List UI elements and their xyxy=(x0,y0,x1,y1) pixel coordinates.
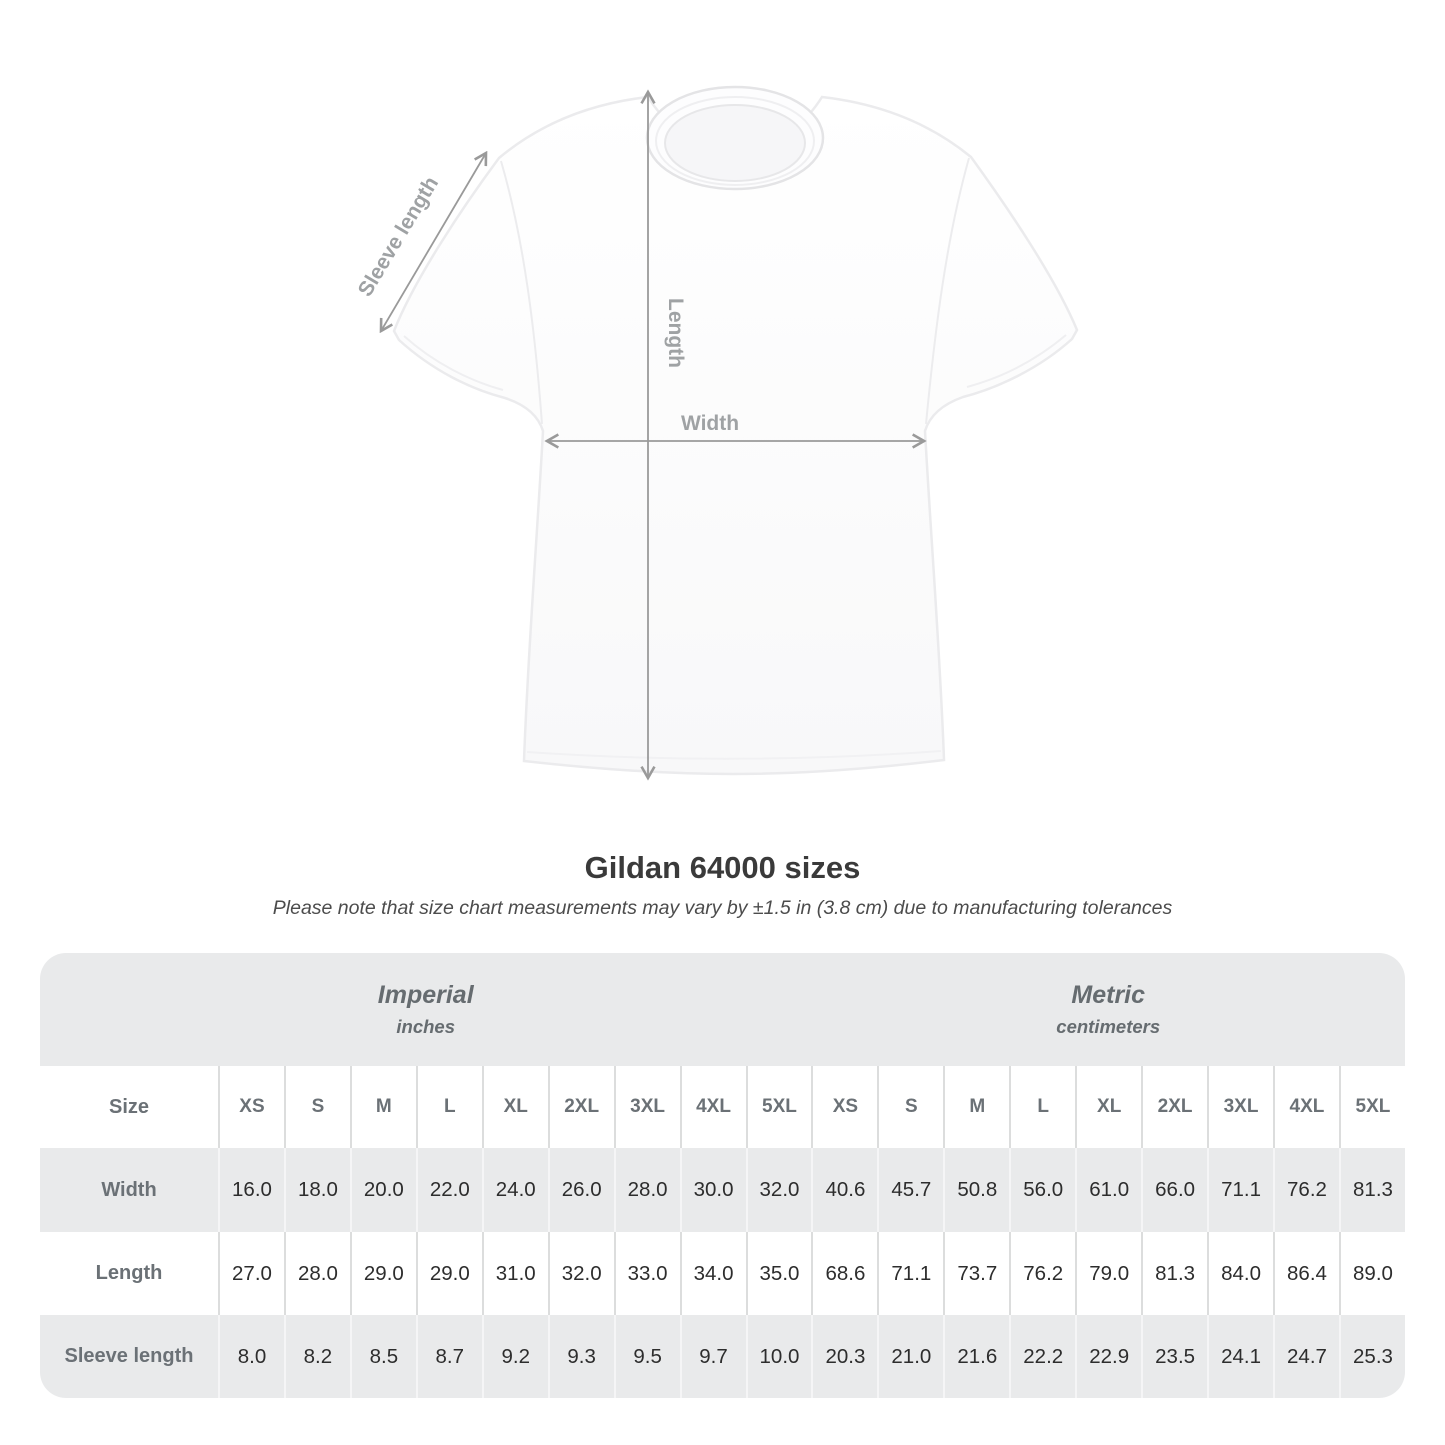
imperial-band: Imperial inches xyxy=(40,953,812,1066)
table-cell: 9.5 xyxy=(613,1315,680,1398)
table-cell: 27.0 xyxy=(218,1232,284,1315)
table-row-sleeve-length: Sleeve length 8.0 8.2 8.5 8.7 9.2 9.3 9.… xyxy=(40,1315,1405,1398)
table-cell: 18.0 xyxy=(283,1148,350,1232)
table-cell: 22.9 xyxy=(1075,1315,1142,1398)
table-cell: 10.0 xyxy=(745,1315,812,1398)
table-cell: 29.0 xyxy=(349,1232,416,1315)
table-cell: 24.0 xyxy=(481,1148,548,1232)
table-cell: 20.0 xyxy=(349,1148,416,1232)
table-cell: 28.0 xyxy=(613,1148,680,1232)
size-col-metric-m: M xyxy=(943,1066,1010,1148)
size-col-metric-xl: XL xyxy=(1075,1066,1142,1148)
metric-unit: centimeters xyxy=(1056,1016,1161,1037)
size-col-metric-5xl: 5XL xyxy=(1338,1066,1405,1148)
size-col-imperial-xs: XS xyxy=(218,1066,284,1148)
size-col-imperial-m: M xyxy=(349,1066,416,1148)
table-cell: 84.0 xyxy=(1207,1232,1273,1315)
size-header-row: Size XS S M L XL 2XL 3XL 4XL 5XL XS S M … xyxy=(40,1066,1405,1148)
table-cell: 9.2 xyxy=(481,1315,548,1398)
size-col-metric-s: S xyxy=(877,1066,944,1148)
tolerance-note: Please note that size chart measurements… xyxy=(272,897,1173,919)
metric-band: Metric centimeters xyxy=(811,953,1405,1066)
table-cell: 24.1 xyxy=(1207,1315,1273,1398)
table-cell: 35.0 xyxy=(745,1232,812,1315)
table-cell: 34.0 xyxy=(679,1232,746,1315)
row-label-width: Width xyxy=(40,1148,218,1232)
size-column-header: Size xyxy=(40,1066,218,1148)
table-cell: 9.3 xyxy=(547,1315,614,1398)
table-cell: 73.7 xyxy=(943,1232,1010,1315)
table-cell: 16.0 xyxy=(218,1148,284,1232)
table-cell: 22.2 xyxy=(1009,1315,1076,1398)
table-cell: 32.0 xyxy=(745,1148,812,1232)
table-cell: 50.8 xyxy=(943,1148,1010,1232)
size-col-metric-3xl: 3XL xyxy=(1207,1066,1273,1148)
table-cell: 31.0 xyxy=(481,1232,548,1315)
size-table-container: Imperial inches Metric centimeters Size … xyxy=(40,953,1405,1398)
table-cell: 21.6 xyxy=(943,1315,1010,1398)
table-cell: 24.7 xyxy=(1273,1315,1339,1398)
width-label: Width xyxy=(681,412,739,435)
table-cell: 89.0 xyxy=(1338,1232,1405,1315)
table-cell: 66.0 xyxy=(1141,1148,1208,1232)
table-cell: 26.0 xyxy=(547,1148,614,1232)
imperial-title: Imperial xyxy=(377,981,474,1009)
imperial-unit: inches xyxy=(396,1016,456,1037)
row-label-length: Length xyxy=(40,1232,218,1315)
table-cell: 71.1 xyxy=(1207,1148,1273,1232)
table-cell: 9.7 xyxy=(679,1315,746,1398)
table-cell: 61.0 xyxy=(1075,1148,1142,1232)
size-col-metric-xs: XS xyxy=(811,1066,878,1148)
row-label-sleeve-length: Sleeve length xyxy=(40,1315,218,1398)
size-col-imperial-4xl: 4XL xyxy=(679,1066,746,1148)
size-col-imperial-l: L xyxy=(415,1066,482,1148)
size-col-imperial-2xl: 2XL xyxy=(547,1066,614,1148)
size-col-imperial-3xl: 3XL xyxy=(613,1066,680,1148)
table-cell: 76.2 xyxy=(1009,1232,1076,1315)
length-label: Length xyxy=(664,298,687,368)
table-row-length: Length 27.0 28.0 29.0 29.0 31.0 32.0 33.… xyxy=(40,1232,1405,1315)
table-cell: 33.0 xyxy=(613,1232,680,1315)
table-cell: 32.0 xyxy=(547,1232,614,1315)
table-cell: 8.2 xyxy=(283,1315,350,1398)
table-cell: 28.0 xyxy=(283,1232,350,1315)
table-cell: 79.0 xyxy=(1075,1232,1142,1315)
table-cell: 71.1 xyxy=(877,1232,944,1315)
size-col-metric-4xl: 4XL xyxy=(1273,1066,1339,1148)
table-cell: 23.5 xyxy=(1141,1315,1208,1398)
table-cell: 56.0 xyxy=(1009,1148,1076,1232)
table-cell: 30.0 xyxy=(679,1148,746,1232)
table-cell: 81.3 xyxy=(1338,1148,1405,1232)
unit-band-row: Imperial inches Metric centimeters xyxy=(40,953,1405,1066)
table-cell: 29.0 xyxy=(415,1232,482,1315)
size-col-metric-2xl: 2XL xyxy=(1141,1066,1208,1148)
table-cell: 22.0 xyxy=(415,1148,482,1232)
sleeve-length-arrow xyxy=(381,153,486,331)
table-cell: 20.3 xyxy=(811,1315,878,1398)
size-col-imperial-5xl: 5XL xyxy=(745,1066,812,1148)
measurement-arrows xyxy=(381,92,924,778)
table-cell: 40.6 xyxy=(811,1148,878,1232)
table-cell: 8.0 xyxy=(218,1315,284,1398)
table-cell: 21.0 xyxy=(877,1315,944,1398)
metric-title: Metric xyxy=(1071,981,1146,1009)
table-cell: 25.3 xyxy=(1338,1315,1405,1398)
size-col-imperial-s: S xyxy=(283,1066,350,1148)
table-cell: 45.7 xyxy=(877,1148,944,1232)
size-col-imperial-xl: XL xyxy=(481,1066,548,1148)
table-cell: 8.5 xyxy=(349,1315,416,1398)
table-row-width: Width 16.0 18.0 20.0 22.0 24.0 26.0 28.0… xyxy=(40,1148,1405,1232)
size-table: Imperial inches Metric centimeters Size … xyxy=(40,953,1405,1398)
table-cell: 81.3 xyxy=(1141,1232,1208,1315)
table-cell: 76.2 xyxy=(1273,1148,1339,1232)
size-col-metric-l: L xyxy=(1009,1066,1076,1148)
table-cell: 68.6 xyxy=(811,1232,878,1315)
table-cell: 86.4 xyxy=(1273,1232,1339,1315)
tshirt-diagram: Sleeve length Length Width xyxy=(354,85,1079,833)
table-cell: 8.7 xyxy=(415,1315,482,1398)
page-title: Gildan 64000 sizes xyxy=(584,850,861,885)
